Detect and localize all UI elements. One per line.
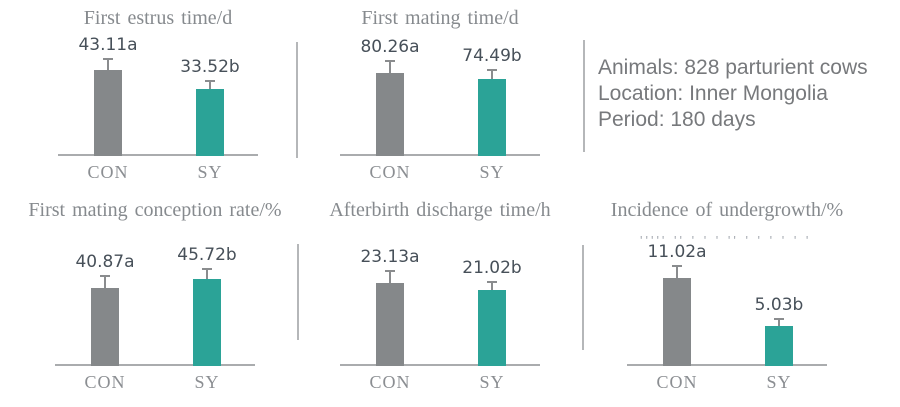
panel-divider bbox=[297, 244, 299, 340]
chart-title: Afterbirth discharge time/h bbox=[329, 199, 551, 221]
error-bar-cap bbox=[774, 318, 784, 320]
bar-con bbox=[663, 278, 691, 366]
value-label: 80.26a bbox=[360, 37, 420, 57]
bar-con bbox=[94, 70, 122, 156]
study-info-panel: Animals: 828 parturient cows Location: I… bbox=[598, 55, 868, 133]
axis-label-con: CON bbox=[87, 162, 129, 182]
bar-plot: 40.87a CON 45.72b SY bbox=[55, 224, 255, 392]
chart-title: Incidence of undergrowth/% bbox=[610, 199, 844, 221]
bar-plot: 43.11a CON 33.52b SY bbox=[58, 32, 258, 182]
axis-label-con: CON bbox=[369, 162, 411, 182]
chart-title: First mating conception rate/% bbox=[28, 199, 282, 221]
bar-con bbox=[376, 283, 404, 366]
chart-first-mating-time: First mating time/d 80.26a CON 74.49b SY bbox=[335, 4, 545, 182]
info-line-location: Location: Inner Mongolia bbox=[598, 82, 828, 105]
error-bar bbox=[100, 275, 110, 288]
error-bar-cap bbox=[205, 80, 215, 82]
chart-title: First mating time/d bbox=[361, 7, 519, 29]
value-label: 21.02b bbox=[462, 258, 522, 278]
error-bar bbox=[487, 281, 497, 290]
panel-divider bbox=[582, 245, 584, 350]
axis-label-sy: SY bbox=[766, 372, 792, 392]
value-label: 5.03b bbox=[754, 295, 804, 315]
chart-first-mating-conception-rate: First mating conception rate/% 40.87a CON… bbox=[28, 196, 281, 392]
bar-con bbox=[376, 73, 404, 156]
axis-label-con: CON bbox=[656, 372, 698, 392]
panel-divider bbox=[296, 42, 298, 158]
bar-plot: 80.26a CON 74.49b SY bbox=[340, 32, 540, 182]
bar-plot: 23.13a CON 21.02b SY bbox=[340, 224, 540, 392]
bar-sy bbox=[196, 89, 224, 156]
clipped-text-artifact: ''''' '' ' ' ' '' ' ' ' ' ' ' bbox=[640, 236, 872, 242]
error-bar-cap bbox=[487, 281, 497, 283]
error-bar-cap bbox=[672, 265, 682, 267]
error-bar bbox=[205, 80, 215, 89]
error-bar bbox=[385, 60, 395, 73]
bar-sy bbox=[193, 279, 221, 366]
value-label: 43.11a bbox=[78, 35, 138, 55]
chart-title: First estrus time/d bbox=[83, 7, 233, 29]
value-label: 45.72b bbox=[177, 245, 237, 265]
value-label: 33.52b bbox=[180, 57, 240, 77]
error-bar bbox=[103, 58, 113, 70]
error-bar bbox=[202, 268, 212, 279]
chart-first-estrus-time: First estrus time/d 43.11a CON 33.52b SY bbox=[53, 4, 263, 182]
axis-label-con: CON bbox=[84, 372, 126, 392]
chart-afterbirth-discharge-time: Afterbirth discharge time/h 23.13a CON 21.… bbox=[329, 196, 550, 392]
info-line-animals: Animals: 828 parturient cows bbox=[598, 56, 868, 79]
error-bar-cap bbox=[103, 58, 113, 60]
axis-label-sy: SY bbox=[479, 372, 505, 392]
error-bar bbox=[385, 270, 395, 283]
panel-divider bbox=[583, 40, 585, 152]
bar-con bbox=[91, 288, 119, 366]
value-label: 23.13a bbox=[360, 247, 420, 267]
axis-label-sy: SY bbox=[197, 162, 223, 182]
error-bar-cap bbox=[202, 268, 212, 270]
error-bar-cap bbox=[385, 270, 395, 272]
axis-label-sy: SY bbox=[194, 372, 220, 392]
error-bar bbox=[774, 318, 784, 326]
error-bar-cap bbox=[487, 69, 497, 71]
chart-incidence-of-undergrowth: Incidence of undergrowth/% 11.02a CON 5.03… bbox=[611, 196, 843, 392]
value-label: 11.02a bbox=[647, 242, 707, 262]
value-label: 74.49b bbox=[462, 46, 522, 66]
value-label: 40.87a bbox=[75, 252, 135, 272]
error-bar bbox=[672, 265, 682, 278]
bar-sy bbox=[478, 79, 506, 156]
bar-plot: 11.02a CON 5.03b SY bbox=[627, 224, 827, 392]
bar-sy bbox=[478, 290, 506, 366]
axis-label-sy: SY bbox=[479, 162, 505, 182]
error-bar bbox=[487, 69, 497, 79]
error-bar-cap bbox=[385, 60, 395, 62]
bar-sy bbox=[765, 326, 793, 366]
info-line-period: Period: 180 days bbox=[598, 108, 756, 131]
error-bar-cap bbox=[100, 275, 110, 277]
axis-label-con: CON bbox=[369, 372, 411, 392]
